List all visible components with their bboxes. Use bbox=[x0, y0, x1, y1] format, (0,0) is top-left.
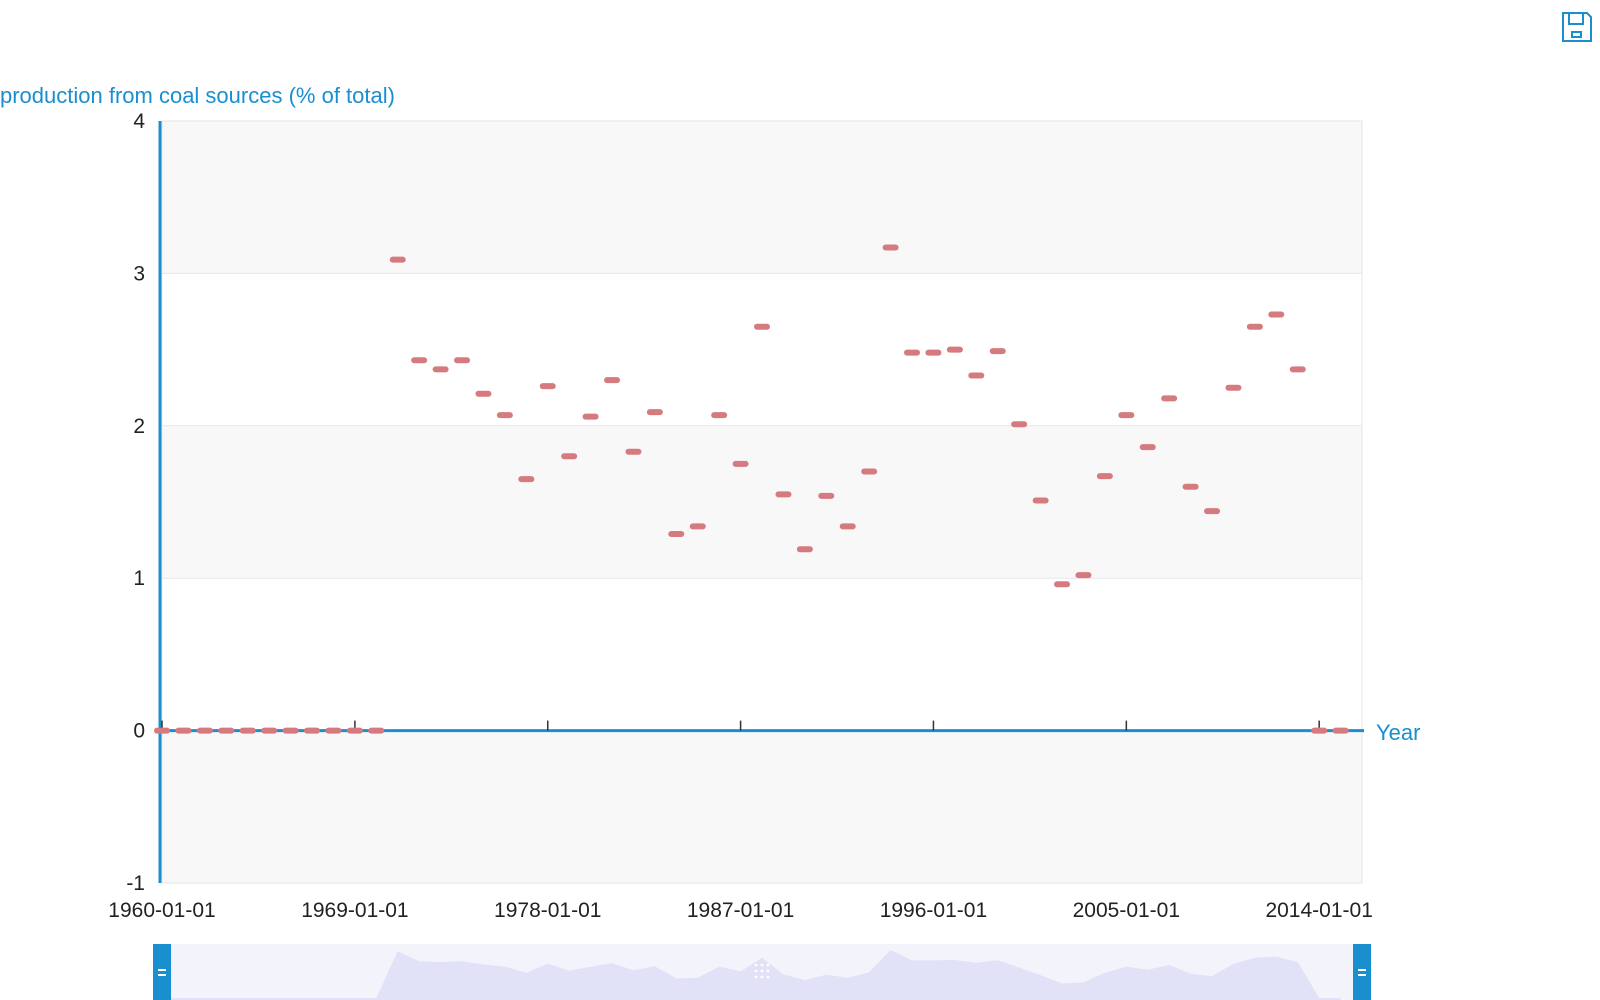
navigator-drag-grip bbox=[754, 969, 758, 973]
save-button[interactable] bbox=[1560, 10, 1594, 44]
y-tick-label: 2 bbox=[133, 415, 145, 438]
data-point bbox=[989, 348, 1006, 355]
navigator-right-handle[interactable] bbox=[1353, 944, 1371, 1000]
data-point bbox=[754, 323, 770, 330]
data-point bbox=[539, 383, 556, 390]
data-point bbox=[839, 523, 856, 530]
data-point bbox=[1032, 497, 1049, 504]
save-icon bbox=[1562, 12, 1592, 42]
x-tick-label: 1978-01-01 bbox=[494, 899, 601, 922]
y-tick-label: 4 bbox=[133, 110, 145, 133]
data-point bbox=[1204, 508, 1221, 515]
y-tick-label: 0 bbox=[133, 720, 145, 743]
data-point bbox=[904, 349, 921, 356]
data-point bbox=[732, 460, 749, 467]
y-tick-label: 1 bbox=[133, 567, 145, 590]
x-axis-title: Year bbox=[1376, 720, 1421, 745]
navigator-drag-grip bbox=[760, 963, 764, 967]
x-tick-label: 1996-01-01 bbox=[880, 899, 987, 922]
data-point bbox=[711, 412, 728, 419]
data-point bbox=[882, 244, 899, 251]
data-point bbox=[496, 412, 513, 419]
data-point bbox=[925, 349, 942, 356]
data-point bbox=[346, 727, 363, 734]
navigator-drag-grip bbox=[766, 963, 770, 967]
data-point bbox=[175, 727, 192, 734]
data-point bbox=[196, 727, 213, 734]
navigator-drag-grip bbox=[760, 975, 764, 979]
data-point bbox=[218, 727, 235, 734]
plot-band bbox=[162, 578, 1362, 731]
y-tick-label: 3 bbox=[133, 262, 145, 285]
x-tick-label: 2014-01-01 bbox=[1265, 899, 1372, 922]
data-point bbox=[561, 453, 578, 460]
data-point bbox=[432, 366, 449, 373]
y-axis-title: production from coal sources (% of total… bbox=[0, 83, 395, 108]
navigator-drag-grip bbox=[754, 963, 758, 967]
data-point bbox=[325, 727, 342, 734]
data-point bbox=[646, 409, 663, 416]
data-point bbox=[796, 546, 813, 553]
x-tick-label: 1960-01-01 bbox=[108, 899, 215, 922]
data-point bbox=[1268, 311, 1285, 318]
data-point bbox=[475, 390, 492, 397]
data-point bbox=[1182, 483, 1199, 490]
data-point bbox=[946, 346, 963, 353]
data-point bbox=[668, 531, 685, 538]
data-point bbox=[775, 491, 792, 498]
data-point bbox=[1225, 384, 1242, 391]
plot-band bbox=[162, 425, 1362, 579]
navigator-drag-grip bbox=[766, 969, 770, 973]
data-point bbox=[304, 727, 321, 734]
data-point bbox=[239, 727, 256, 734]
data-point bbox=[389, 256, 406, 263]
data-point bbox=[411, 357, 428, 364]
plot-band bbox=[162, 273, 1362, 426]
navigator-drag-grip bbox=[760, 969, 764, 973]
data-point bbox=[1054, 581, 1071, 588]
data-point bbox=[968, 372, 985, 379]
data-point bbox=[518, 476, 535, 483]
y-tick-label: -1 bbox=[126, 872, 145, 895]
data-point bbox=[282, 727, 299, 734]
data-point bbox=[625, 448, 642, 455]
data-point bbox=[454, 357, 471, 364]
data-point bbox=[1139, 444, 1156, 451]
data-point bbox=[1096, 473, 1113, 480]
data-point bbox=[861, 468, 878, 475]
data-point bbox=[689, 523, 706, 530]
data-point bbox=[261, 727, 278, 734]
navigator-series-area bbox=[162, 950, 1341, 1000]
data-point bbox=[604, 377, 621, 384]
data-point bbox=[1311, 727, 1328, 734]
plot-band bbox=[162, 730, 1362, 883]
data-point bbox=[818, 492, 835, 499]
data-point bbox=[582, 413, 599, 420]
navigator-drag-grip bbox=[754, 975, 758, 979]
x-tick-label: 1969-01-01 bbox=[301, 899, 408, 922]
plot-band bbox=[162, 121, 1362, 274]
navigator-drag-grip bbox=[766, 975, 770, 979]
x-tick-label: 2005-01-01 bbox=[1073, 899, 1180, 922]
data-point bbox=[154, 727, 170, 734]
data-point bbox=[1246, 323, 1263, 330]
data-point bbox=[1118, 412, 1135, 419]
navigator-left-handle[interactable] bbox=[153, 944, 171, 1000]
data-point bbox=[1332, 727, 1349, 734]
data-point bbox=[1161, 395, 1178, 402]
data-point bbox=[368, 727, 385, 734]
data-point bbox=[1011, 421, 1028, 428]
data-point bbox=[1289, 366, 1306, 373]
x-tick-label: 1987-01-01 bbox=[687, 899, 794, 922]
data-point bbox=[1075, 572, 1092, 579]
